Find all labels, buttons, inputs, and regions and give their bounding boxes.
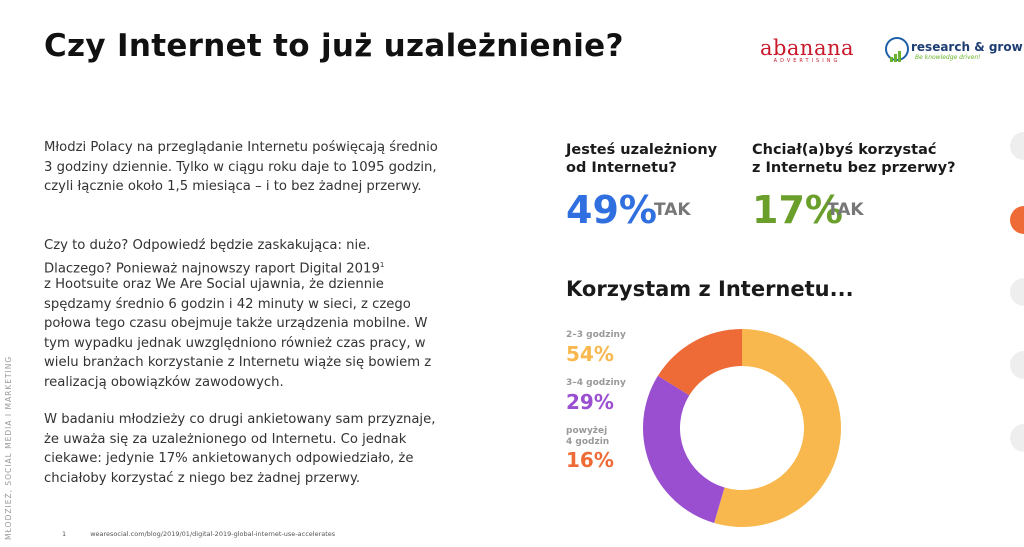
paragraph-1: Młodzi Polacy na przeglądanie Internetu …: [44, 140, 438, 194]
legend-label-3-line1: powyżej: [566, 426, 608, 436]
stat-1-question-line1: Jesteś uzależniony: [566, 142, 718, 158]
footnote: 1 wearesocial.com/blog/2019/01/digital-2…: [62, 530, 335, 538]
slide-nav-dot-3[interactable]: [1010, 278, 1024, 306]
research-grow-slogan: Be knowledge driven!: [915, 54, 981, 61]
paragraph-3: z Hootsuite oraz We Are Social ujawnia, …: [44, 277, 432, 390]
chart-title: Korzystam z Internetu...: [566, 277, 854, 301]
stat-1-value: 49%: [566, 188, 657, 232]
footnote-number: 1: [62, 530, 67, 538]
donut-slice-3: [657, 329, 742, 396]
stat-2-answer: TAK: [827, 200, 864, 220]
legend-label-3-line2: 4 godzin: [566, 437, 610, 447]
legend-value-2: 29%: [566, 390, 614, 414]
slide-nav-dot-1[interactable]: [1010, 132, 1024, 160]
growth-chart-icon: [885, 37, 909, 61]
slide-nav-dot-4[interactable]: [1010, 351, 1024, 379]
footnote-link[interactable]: wearesocial.com/blog/2019/01/digital-201…: [90, 530, 336, 538]
abanana-logo: abanana ADVERTISING: [752, 36, 862, 65]
research-grow-logo-text: research & grow: [911, 40, 1023, 54]
legend-value-3: 16%: [566, 448, 614, 472]
stat-2-question-line2: z Internetu bez przerwy?: [752, 160, 956, 176]
legend-label-2: 3–4 godziny: [566, 378, 626, 388]
stat-2-question-line1: Chciał(a)byś korzystać: [752, 142, 937, 158]
donut-slice-2: [643, 375, 725, 523]
donut-chart: [643, 329, 842, 527]
abanana-logo-text: abanana: [759, 36, 855, 60]
paragraph-2: Czy to dużo? Odpowiedź będzie zaskakując…: [44, 236, 424, 278]
slide-nav-dot-2-active[interactable]: [1010, 206, 1024, 234]
stat-1-answer: TAK: [654, 200, 691, 220]
paragraph-2-text: Czy to dużo? Odpowiedź będzie zaskakując…: [44, 238, 380, 276]
slide-nav-dot-5[interactable]: [1010, 424, 1024, 452]
stat-1-question: Jesteś uzależniony od Internetu?: [566, 141, 717, 177]
footnote-mark: 1: [379, 260, 385, 269]
side-label: MŁODZIEŻ, SOCIAL MEDIA I MARKETING: [4, 355, 13, 540]
legend-value-1: 54%: [566, 342, 614, 366]
stat-2-question: Chciał(a)byś korzystać z Internetu bez p…: [752, 141, 956, 177]
legend-label-1: 2–3 godziny: [566, 330, 626, 340]
abanana-logo-sub: ADVERTISING: [773, 58, 841, 64]
donut-slice-1: [714, 329, 842, 527]
research-grow-logo: research & grow Be knowledge driven!: [885, 37, 1023, 67]
stat-2-value: 17%: [752, 188, 843, 232]
stat-1-question-line2: od Internetu?: [566, 160, 677, 176]
paragraph-4: W badaniu młodzieży co drugi ankietowany…: [44, 412, 436, 486]
legend-label-3: powyżej 4 godzin: [566, 426, 609, 448]
growth-bars-icon: [890, 43, 902, 62]
page-title: Czy Internet to już uzależnienie?: [44, 28, 624, 64]
